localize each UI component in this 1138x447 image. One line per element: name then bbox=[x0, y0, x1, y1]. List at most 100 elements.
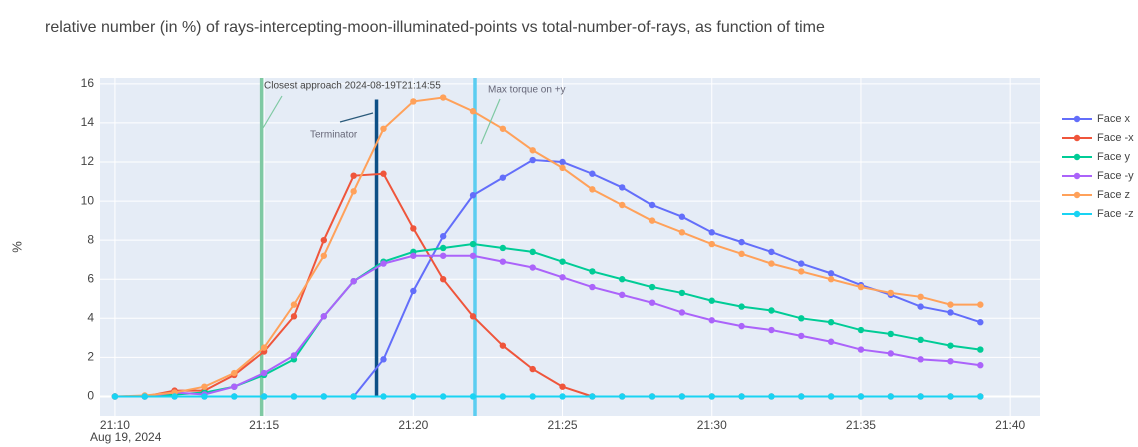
data-point bbox=[619, 184, 626, 191]
data-point bbox=[529, 264, 536, 271]
data-point bbox=[589, 268, 596, 275]
data-point bbox=[887, 289, 894, 297]
data-point bbox=[260, 393, 268, 400]
data-point bbox=[917, 303, 924, 310]
data-point bbox=[708, 240, 715, 248]
data-point bbox=[559, 164, 566, 172]
data-point bbox=[827, 270, 835, 277]
data-point bbox=[201, 393, 208, 400]
data-point bbox=[499, 244, 507, 252]
data-point bbox=[469, 108, 477, 115]
data-point bbox=[469, 393, 477, 400]
y-tick-label: 2 bbox=[87, 350, 94, 364]
data-point bbox=[768, 326, 775, 334]
x-tick-label: 21:30 bbox=[697, 418, 727, 432]
data-point bbox=[619, 276, 626, 283]
data-point bbox=[111, 393, 119, 400]
data-point bbox=[559, 383, 566, 390]
y-tick-label: 16 bbox=[81, 76, 95, 90]
data-point bbox=[738, 238, 745, 246]
data-point bbox=[708, 229, 715, 236]
data-point bbox=[499, 393, 507, 400]
data-point bbox=[619, 393, 626, 400]
data-point bbox=[768, 393, 775, 400]
data-point bbox=[798, 315, 805, 322]
data-point bbox=[768, 248, 775, 256]
data-point bbox=[947, 309, 954, 316]
data-point bbox=[827, 276, 835, 283]
data-point bbox=[380, 356, 387, 363]
data-point bbox=[410, 225, 417, 232]
data-point bbox=[320, 252, 328, 259]
data-point bbox=[917, 293, 924, 301]
data-point bbox=[678, 289, 686, 297]
y-tick-label: 14 bbox=[81, 115, 95, 129]
data-point bbox=[708, 317, 715, 324]
legend-label: Face -y bbox=[1097, 170, 1134, 182]
data-point bbox=[290, 352, 298, 359]
data-point bbox=[380, 125, 387, 132]
data-point bbox=[648, 283, 656, 291]
data-point bbox=[499, 258, 507, 265]
data-point bbox=[290, 393, 298, 400]
data-point bbox=[947, 301, 954, 308]
data-point bbox=[648, 217, 656, 224]
chart-title: relative number (in %) of rays-intercept… bbox=[45, 19, 825, 36]
data-point bbox=[589, 283, 596, 291]
annotation-arrow bbox=[480, 98, 501, 145]
series-line bbox=[114, 96, 981, 398]
x-tick-label: 21:35 bbox=[846, 418, 876, 432]
data-point bbox=[678, 229, 686, 236]
x-tick-label: 21:10 bbox=[100, 418, 130, 432]
data-point bbox=[708, 393, 715, 400]
data-point bbox=[738, 250, 745, 258]
data-point bbox=[648, 299, 656, 306]
data-point bbox=[827, 393, 835, 400]
data-point bbox=[529, 147, 536, 154]
data-point bbox=[439, 244, 447, 252]
data-point bbox=[320, 393, 328, 400]
data-point bbox=[439, 233, 447, 240]
x-tick-label: 21:25 bbox=[548, 418, 578, 432]
legend-marker bbox=[1073, 210, 1081, 218]
data-point bbox=[439, 94, 447, 101]
data-point bbox=[738, 322, 745, 330]
data-point bbox=[798, 393, 805, 400]
data-point bbox=[947, 342, 954, 349]
data-point bbox=[260, 369, 268, 377]
data-point bbox=[678, 393, 686, 400]
y-axis-label: % bbox=[9, 241, 24, 253]
legend-marker bbox=[1073, 134, 1081, 142]
data-point bbox=[559, 158, 566, 166]
data-point bbox=[977, 301, 984, 308]
data-point bbox=[678, 213, 686, 220]
data-point bbox=[648, 393, 656, 400]
data-point bbox=[469, 313, 477, 320]
series-line bbox=[114, 243, 981, 398]
legend-label: Face x bbox=[1097, 113, 1131, 125]
annotation: Terminator bbox=[310, 130, 358, 141]
data-point bbox=[529, 248, 536, 256]
annotation: Max torque on +y bbox=[488, 85, 566, 96]
data-point bbox=[887, 330, 894, 338]
x-tick-label: 21:40 bbox=[995, 418, 1025, 432]
legend-label: Face y bbox=[1097, 151, 1131, 163]
y-tick-label: 0 bbox=[87, 389, 94, 403]
y-tick-label: 4 bbox=[87, 310, 94, 324]
data-point bbox=[290, 301, 298, 308]
data-point bbox=[977, 393, 984, 400]
data-point bbox=[798, 268, 805, 275]
data-point bbox=[290, 313, 298, 320]
data-point bbox=[529, 365, 536, 373]
data-point bbox=[768, 260, 775, 267]
data-point bbox=[977, 319, 984, 326]
data-point bbox=[410, 98, 417, 105]
data-point bbox=[141, 393, 148, 400]
data-point bbox=[559, 274, 566, 281]
y-tick-label: 6 bbox=[87, 271, 94, 285]
data-point bbox=[350, 188, 357, 195]
data-point bbox=[380, 393, 387, 400]
data-point bbox=[857, 346, 865, 353]
data-point bbox=[977, 362, 984, 369]
